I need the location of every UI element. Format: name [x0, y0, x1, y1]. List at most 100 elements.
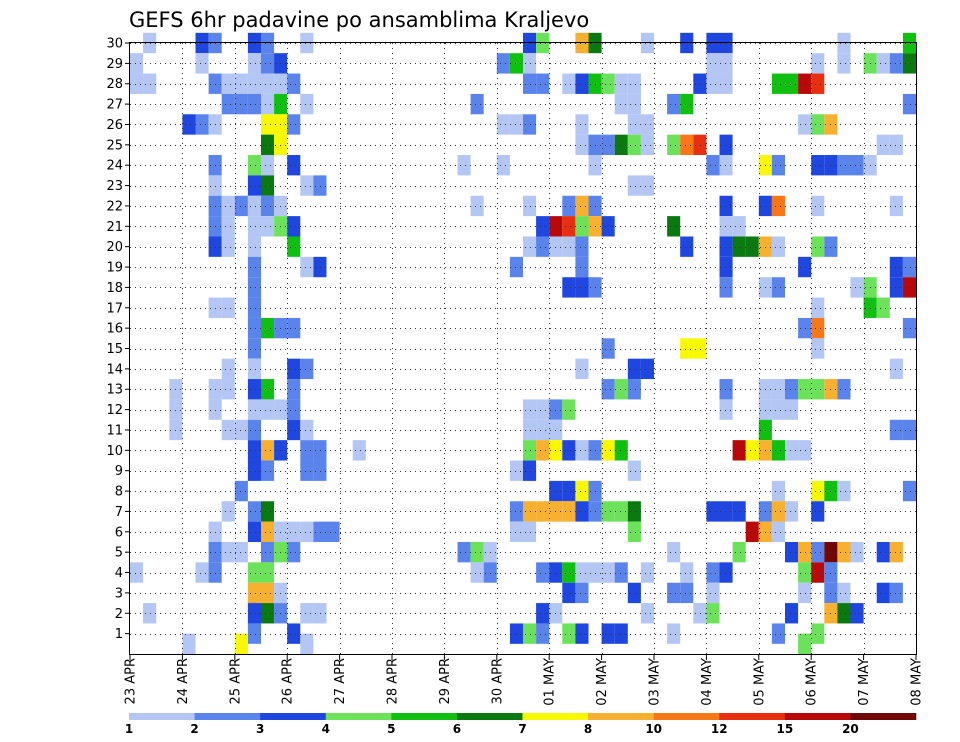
y-tick-label: 22	[106, 199, 123, 214]
heatmap-cell	[680, 562, 694, 583]
heatmap-cell	[562, 195, 576, 217]
heatmap-cell	[837, 53, 851, 74]
heatmap-cell	[614, 623, 628, 644]
colorbar-label: 1	[125, 722, 133, 736]
heatmap-cell	[247, 562, 261, 583]
heatmap-cell	[234, 419, 248, 441]
heatmap-cell	[719, 32, 733, 54]
heatmap-cell	[208, 175, 222, 196]
colorbar-label: 10	[645, 722, 662, 736]
heatmap-cell	[523, 236, 537, 257]
heatmap-cell	[208, 73, 222, 94]
heatmap-cell	[523, 399, 537, 420]
colorbar-label: 3	[256, 722, 264, 736]
heatmap-cell	[614, 501, 628, 522]
heatmap-cell	[889, 53, 903, 74]
heatmap-cell	[549, 236, 563, 257]
heatmap-cell	[640, 603, 654, 624]
heatmap-cell	[261, 114, 275, 135]
y-tick-label: 16	[106, 322, 123, 337]
y-tick-label: 8	[115, 485, 123, 500]
y-tick-label: 13	[106, 383, 123, 398]
heatmap-cell	[719, 501, 733, 522]
heatmap-cell	[509, 53, 523, 74]
heatmap-cell	[247, 277, 261, 298]
heatmap-cell	[601, 440, 615, 461]
heatmap-cell	[771, 379, 785, 400]
heatmap-cell	[824, 562, 838, 583]
heatmap-cell	[575, 623, 589, 644]
heatmap-cell	[588, 195, 602, 217]
heatmap-cell	[208, 399, 222, 420]
heatmap-cell	[732, 236, 746, 257]
heatmap-cell	[627, 460, 641, 481]
heatmap-cell	[247, 358, 261, 380]
heatmap-cell	[182, 633, 196, 654]
heatmap-cell	[247, 440, 261, 461]
heatmap-cell	[470, 93, 484, 115]
colorbar-swatch	[194, 713, 261, 720]
heatmap-cell	[850, 277, 864, 298]
heatmap-cell	[588, 134, 602, 156]
heatmap-cell	[261, 195, 275, 217]
heatmap-cell	[680, 236, 694, 257]
heatmap-cell	[889, 541, 903, 563]
x-tick-label: 04 MAY	[700, 658, 715, 706]
colorbar-label: 2	[190, 722, 198, 736]
heatmap-cell	[771, 195, 785, 217]
heatmap-cell	[575, 562, 589, 583]
y-tick-label: 23	[106, 179, 123, 194]
heatmap-cell	[221, 195, 235, 217]
heatmap-cell	[523, 501, 537, 522]
heatmap-cell	[771, 501, 785, 522]
heatmap-cell	[758, 236, 772, 257]
y-tick-label: 25	[106, 138, 123, 153]
y-tick-label: 15	[106, 342, 123, 357]
heatmap-cell	[247, 603, 261, 624]
heatmap-cell	[771, 623, 785, 644]
heatmap-cell	[287, 114, 301, 135]
heatmap-cell	[261, 216, 275, 237]
heatmap-cell	[693, 73, 707, 94]
heatmap-cell	[601, 562, 615, 583]
heatmap-cell	[771, 521, 785, 542]
colorbar-label: 6	[453, 722, 461, 736]
heatmap-cell	[523, 114, 537, 135]
heatmap-cell	[287, 236, 301, 257]
heatmap-cell	[261, 379, 275, 400]
heatmap-cell	[719, 277, 733, 298]
heatmap-cell	[785, 541, 799, 563]
heatmap-cell	[261, 175, 275, 196]
heatmap-cell	[562, 277, 576, 298]
x-tick-label: 25 APR	[228, 658, 243, 704]
heatmap-cell	[837, 480, 851, 502]
heatmap-cell	[693, 603, 707, 624]
heatmap-cell	[300, 256, 314, 278]
heatmap-cell	[523, 419, 537, 441]
heatmap-cell	[614, 562, 628, 583]
y-tick-label: 18	[106, 281, 123, 296]
heatmap-cell	[706, 603, 720, 624]
heatmap-cell	[863, 297, 877, 318]
y-tick-label: 12	[106, 403, 123, 418]
heatmap-cell	[274, 195, 288, 217]
heatmap-cell	[771, 155, 785, 176]
heatmap-cell	[300, 440, 314, 461]
heatmap-cell	[850, 541, 864, 563]
heatmap-cell	[680, 582, 694, 604]
heatmap-cell	[706, 32, 720, 54]
heatmap-cell	[261, 440, 275, 461]
heatmap-cell	[640, 358, 654, 380]
heatmap-cell	[719, 195, 733, 217]
heatmap-cell	[169, 419, 183, 441]
heatmap-cell	[523, 73, 537, 94]
heatmap-cell	[798, 317, 812, 339]
heatmap-cell	[575, 582, 589, 604]
heatmap-cell	[575, 440, 589, 461]
x-tick-label: 03 MAY	[648, 658, 663, 706]
x-tick-label: 07 MAY	[857, 658, 872, 706]
heatmap-cell	[614, 440, 628, 461]
heatmap-cell	[261, 93, 275, 115]
heatmap-cell	[247, 297, 261, 318]
heatmap-cell	[523, 32, 537, 54]
